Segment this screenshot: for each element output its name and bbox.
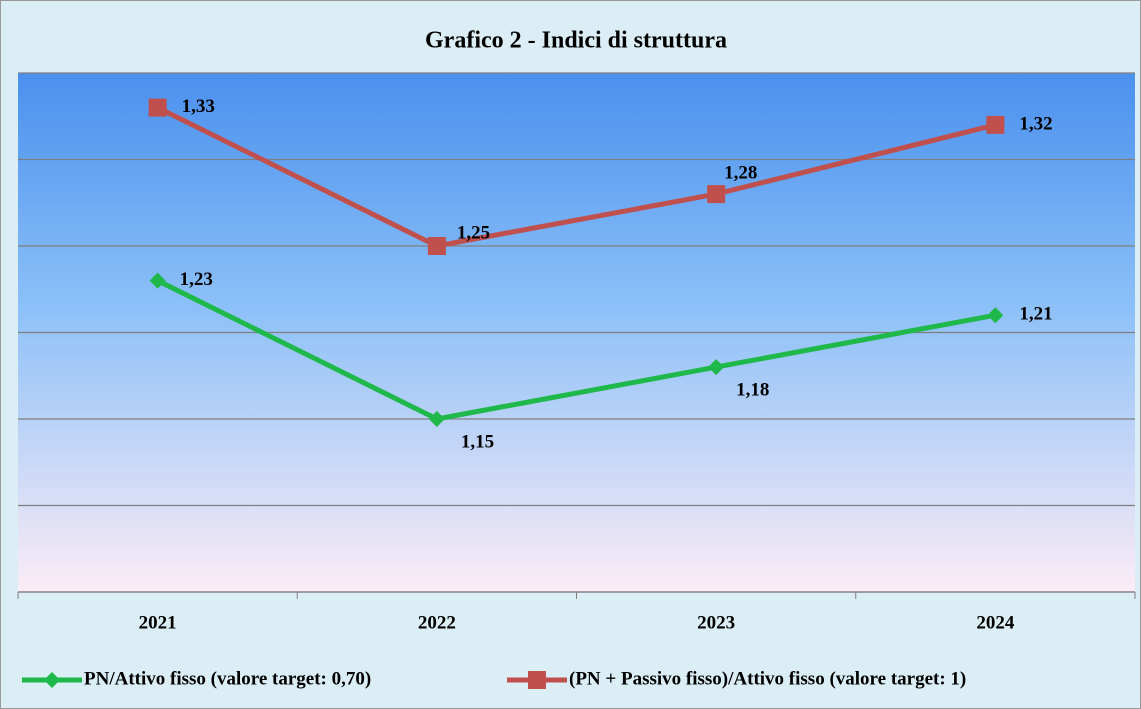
x-tick-label: 2024 [976, 612, 1015, 633]
marker [428, 411, 445, 427]
marker [707, 185, 726, 204]
marker [148, 98, 167, 117]
data-label: 1,15 [461, 431, 494, 452]
marker [986, 115, 1005, 134]
data-label: 1,21 [1019, 304, 1052, 325]
data-label: 1,32 [1019, 113, 1052, 134]
data-label: 1,18 [736, 379, 769, 400]
legend-label: PN/Attivo fisso (valore target: 0,70) [84, 668, 371, 689]
x-tick-label: 2023 [697, 612, 735, 633]
data-label: 1,28 [724, 162, 757, 183]
series-line [156, 278, 996, 422]
marker [427, 237, 446, 255]
series-line [156, 105, 996, 249]
data-label: 1,33 [182, 96, 215, 117]
marker [987, 307, 1004, 324]
data-label: 1,25 [457, 222, 490, 243]
marker [708, 359, 725, 376]
data-label: 1,23 [180, 269, 213, 290]
legend-label: (PN + Passivo fisso)/Attivo fisso (valor… [569, 668, 966, 689]
x-tick-label: 2021 [139, 612, 177, 633]
x-tick-label: 2022 [418, 612, 456, 633]
marker [149, 272, 166, 289]
chart-title: Grafico 2 - Indici di struttura [425, 28, 727, 54]
